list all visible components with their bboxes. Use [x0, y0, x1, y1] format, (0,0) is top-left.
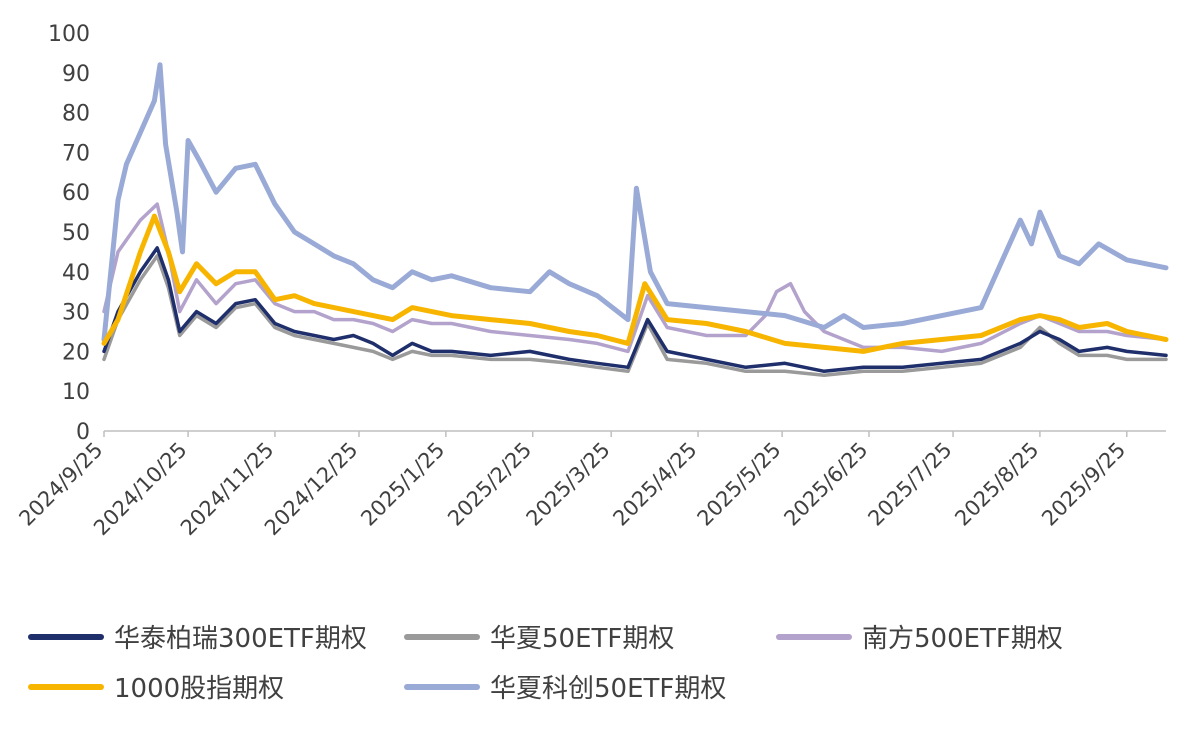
x-tick-label: 2025/1/25	[356, 438, 449, 531]
y-tick-label: 30	[62, 301, 90, 326]
x-tick-label: 2024/9/25	[14, 438, 107, 531]
legend-label-star50: 华夏科创50ETF期权	[490, 674, 727, 704]
legend-item-star50: 华夏科创50ETF期权	[404, 668, 726, 705]
x-tick-label: 2025/4/25	[608, 438, 701, 531]
y-tick-label: 10	[62, 380, 90, 405]
legend-swatch-300etf	[28, 633, 104, 640]
x-tick-label: 2025/9/25	[1037, 438, 1130, 531]
y-axis-tick-labels: 0 10 20 30 40 50 60 70 80 90 100	[48, 22, 90, 445]
legend-label-50etf: 华夏50ETF期权	[490, 624, 675, 654]
legend-item-300etf: 华泰柏瑞300ETF期权	[28, 618, 367, 655]
x-tick-label: 2025/3/25	[522, 438, 615, 531]
series-line-1	[102, 254, 1168, 378]
x-tick-label: 2025/5/25	[693, 438, 786, 531]
x-tick-label: 2025/6/25	[779, 438, 872, 531]
x-tick-label: 2025/7/25	[863, 438, 956, 531]
x-axis-tick-labels: 2024/9/252024/10/252024/11/252024/12/252…	[14, 438, 1130, 541]
y-tick-label: 70	[62, 141, 90, 166]
y-tick-label: 90	[62, 62, 90, 87]
legend-item-500etf: 南方500ETF期权	[776, 618, 1063, 655]
legend-swatch-50etf	[404, 633, 480, 640]
y-tick-label: 20	[62, 340, 90, 365]
legend-swatch-1000	[28, 683, 104, 690]
series-line-2	[102, 202, 1168, 354]
y-tick-label: 0	[76, 420, 90, 445]
legend-item-1000: 1000股指期权	[28, 668, 284, 705]
series-line-3	[101, 213, 1169, 354]
series-lines	[101, 62, 1169, 378]
legend-label-300etf: 华泰柏瑞300ETF期权	[114, 624, 367, 654]
x-tick-label: 2025/8/25	[950, 438, 1043, 531]
y-tick-label: 100	[48, 22, 90, 47]
y-tick-label: 60	[62, 181, 90, 206]
x-axis-tick-marks	[103, 431, 1128, 437]
legend-label-500etf: 南方500ETF期权	[862, 624, 1063, 654]
y-tick-label: 50	[62, 221, 90, 246]
legend-swatch-500etf	[776, 633, 852, 640]
x-tick-label: 2025/2/25	[443, 438, 536, 531]
y-tick-label: 80	[62, 102, 90, 127]
legend-label-1000: 1000股指期权	[114, 674, 285, 704]
series-line-4	[101, 62, 1169, 342]
series-line-0	[102, 246, 1168, 374]
legend-swatch-star50	[404, 683, 480, 690]
legend-item-50etf: 华夏50ETF期权	[404, 618, 674, 655]
y-tick-label: 40	[62, 261, 90, 286]
